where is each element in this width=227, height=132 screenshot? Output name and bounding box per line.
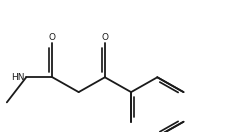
Text: HN: HN	[11, 73, 24, 82]
Text: O: O	[49, 33, 56, 42]
Text: O: O	[101, 33, 108, 42]
